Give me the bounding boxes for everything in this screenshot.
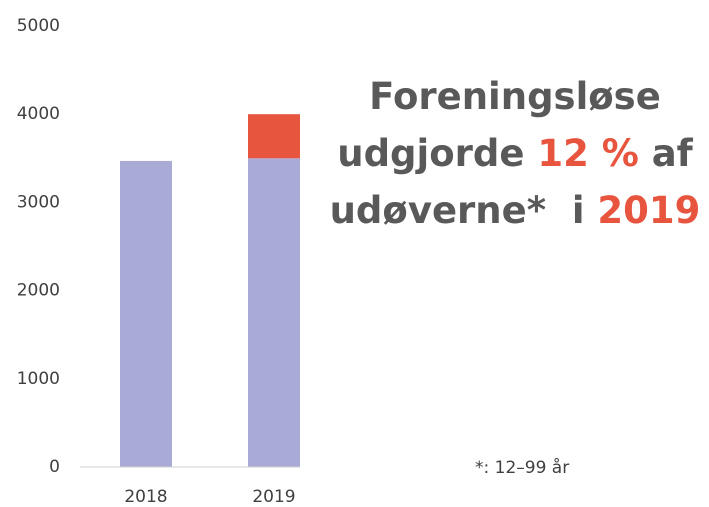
footnote: *: 12–99 år	[475, 457, 569, 478]
bar-segment	[120, 160, 172, 468]
bar-segment	[248, 158, 300, 468]
y-tick-label: 4000	[17, 104, 60, 124]
x-tick-label: 2018	[124, 487, 167, 507]
y-tick-label: 5000	[17, 16, 60, 36]
annotation-text: udgjorde	[337, 132, 537, 175]
annotation-text: udøverne* i	[330, 189, 598, 232]
y-tick-label: 0	[49, 457, 60, 477]
y-tick-label: 2000	[17, 281, 60, 301]
annotation-text: 2019	[597, 189, 700, 232]
annotation-text: Foreningsløse	[369, 75, 661, 118]
annotation-line: udgjorde 12 % af	[337, 132, 693, 175]
bar-segment	[248, 114, 300, 159]
annotation-text: af	[639, 132, 694, 175]
annotation-line: Foreningsløse	[369, 75, 661, 118]
x-tick-label: 2019	[252, 487, 295, 507]
annotation-line: udøverne* i 2019	[330, 189, 701, 232]
y-tick-label: 3000	[17, 192, 60, 212]
annotation-text: 12 %	[537, 132, 638, 175]
y-tick-label: 1000	[17, 369, 60, 389]
